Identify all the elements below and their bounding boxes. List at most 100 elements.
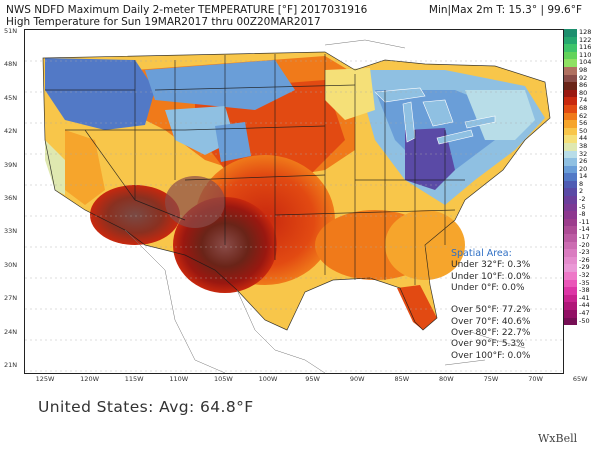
longitude-label: 65W: [572, 375, 588, 383]
colorbar-label: -17: [579, 233, 590, 242]
colorbar-label: 110: [579, 50, 592, 59]
map-canvas: [25, 39, 563, 373]
colorbar-label: 44: [579, 134, 588, 143]
colorbar-swatch: [564, 142, 577, 151]
colorbar-label: 86: [579, 81, 588, 90]
colorbar-step: 56: [564, 119, 600, 128]
colorbar-label: -38: [579, 286, 590, 295]
colorbar-step: 80: [564, 88, 600, 98]
colorbar-label: 104: [579, 58, 592, 67]
colorbar-label: 50: [579, 126, 588, 135]
colorbar-swatch: [564, 82, 577, 90]
colorbar-step: 92: [564, 74, 600, 83]
colorbar-label: -2: [579, 195, 586, 204]
colorbar-label: 128: [579, 28, 592, 36]
colorbar-label: 80: [579, 88, 588, 97]
colorbar-swatch: [564, 158, 577, 166]
colorbar-swatch: [564, 36, 577, 45]
colorbar-step: -29: [564, 263, 600, 272]
colorbar-step: 38: [564, 141, 600, 151]
colorbar-label: -11: [579, 217, 590, 226]
spatial-area-row: Over 80°F: 22.7%: [451, 328, 531, 339]
colorbar-swatch: [564, 287, 577, 295]
colorbar-swatch: [564, 196, 577, 204]
colorbar-swatch: [564, 112, 577, 121]
spatial-area-rows: Under 32°F: 0.3% Under 10°F: 0.0% Under 0°…: [451, 260, 530, 362]
latitude-label: 42N: [4, 127, 18, 136]
spatial-area-row: Over 70°F: 40.6%: [451, 316, 531, 327]
color-scale-legend: 128 122 116 110 104 98 92 86 80 74 68 62 56 50 44 38 32 2…: [564, 28, 600, 326]
colorbar-step: 20: [564, 165, 600, 174]
spatial-area-row: Under 10°F: 0.0%: [451, 271, 531, 282]
continental-us-fill: [43, 52, 550, 330]
colorbar-swatch: [564, 74, 577, 83]
colorbar-step: 122: [564, 36, 600, 45]
latitude-label: 21N: [4, 361, 18, 369]
colorbar-swatch: [564, 180, 577, 189]
colorbar-step: 116: [564, 43, 600, 52]
colorbar-label: 56: [579, 119, 588, 128]
colorbar-label: 62: [579, 111, 588, 120]
spatial-area-title: Spatial Area:: [451, 248, 512, 259]
latitude-label: 33N: [4, 227, 18, 236]
colorbar-swatch: [564, 51, 577, 60]
colorbar-step: -26: [564, 255, 600, 265]
colorbar-swatch: [564, 226, 577, 235]
longitude-label: 70W: [528, 375, 543, 383]
colorbar-label: -29: [579, 263, 590, 272]
colorbar-swatch: [564, 211, 577, 219]
longitude-label: 120W: [80, 375, 100, 383]
spatial-area-row: Under 32°F: 0.3%: [451, 260, 531, 271]
colorbar-label: 74: [579, 96, 588, 105]
colorbar-label: -14: [579, 225, 590, 234]
latitude-label: 27N: [4, 294, 18, 303]
colorbar-swatch: [564, 302, 577, 310]
colorbar-step: -44: [564, 301, 600, 310]
wxbell-logo: WxBell: [538, 432, 578, 445]
colorbar-swatch: [564, 241, 577, 250]
colorbar-swatch: [564, 150, 577, 159]
spatial-area-row: Over 50°F: 77.2%: [451, 305, 531, 316]
longitude-label: 125W: [35, 375, 55, 383]
colorbar-label: -26: [579, 255, 590, 264]
colorbar-label: -32: [579, 271, 590, 279]
colorbar-swatch: [564, 89, 577, 98]
colorbar-label: 116: [579, 43, 592, 52]
colorbar-step: -2: [564, 195, 600, 204]
spatial-area-row: Under 0°F: 0.0%: [451, 282, 525, 293]
colorbar-step: 74: [564, 96, 600, 105]
colorbar-step: -5: [564, 203, 600, 212]
colorbar-step: -14: [564, 225, 600, 235]
colorbar-swatch: [564, 104, 577, 113]
colorbar-label: -35: [579, 278, 590, 287]
header-line-1: NWS NDFD Maximum Daily 2-meter TEMPERATU…: [6, 4, 368, 16]
latitude-label: 39N: [4, 160, 18, 169]
colorbar-label: 98: [579, 65, 588, 74]
colorbar-label: 38: [579, 141, 588, 150]
longitude-label: 100W: [258, 375, 278, 383]
spatial-area-panel: Spatial Area: Under 32°F: 0.3% Under 10°F…: [451, 248, 530, 362]
colorbar-step: 62: [564, 111, 600, 121]
colorbar-step: 98: [564, 65, 600, 75]
colorbar-step: 128: [564, 28, 600, 37]
colorbar-step: 14: [564, 172, 600, 181]
colorbar-label: 14: [579, 172, 588, 181]
longitude-label: 105W: [213, 375, 233, 383]
latitude-label: 30N: [4, 260, 18, 269]
colorbar-swatch: [564, 272, 577, 280]
colorbar-label: -41: [579, 293, 590, 302]
colorbar-swatch: [564, 66, 577, 75]
colorbar-swatch: [564, 317, 577, 326]
spatial-area-row: Over 90°F: 5.3%: [451, 339, 525, 350]
colorbar-step: -35: [564, 278, 600, 288]
latitude-label: 24N: [4, 327, 18, 336]
colorbar-step: 44: [564, 134, 600, 143]
colorbar-step: 86: [564, 81, 600, 90]
longitude-label: 80W: [439, 375, 454, 383]
longitude-label: 115W: [124, 375, 144, 383]
colorbar-label: 32: [579, 149, 588, 158]
colorbar-step: 2: [564, 187, 600, 197]
colorbar-swatch: [564, 135, 577, 143]
colorbar-label: -20: [579, 240, 590, 249]
spatial-area-row: Over 100°F: 0.0%: [451, 350, 531, 361]
